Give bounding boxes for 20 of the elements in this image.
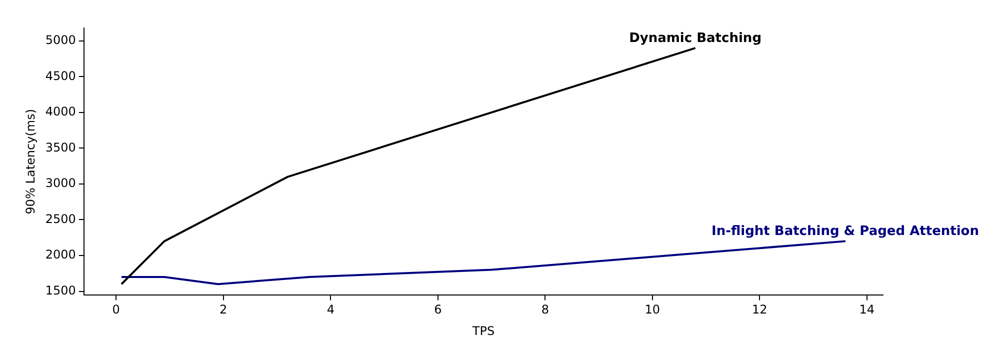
x-tick-label: 10	[644, 302, 660, 317]
y-tick-label: 5000	[45, 33, 76, 47]
y-tick-label: 4500	[45, 68, 76, 83]
series-label: In-flight Batching & Paged Attention	[712, 224, 979, 240]
x-tick-label: 6	[434, 302, 442, 317]
x-axis-title: TPS	[471, 324, 495, 338]
y-tick-label: 1500	[45, 283, 76, 298]
y-tick-label: 3000	[45, 176, 76, 190]
y-tick-label: 2500	[45, 212, 76, 226]
x-tick-label: 0	[112, 302, 120, 317]
x-tick-label: 12	[752, 302, 768, 317]
y-tick-label: 2000	[45, 248, 76, 262]
series-label: Dynamic Batching	[629, 30, 762, 46]
y-tick-label: 4000	[45, 104, 76, 119]
x-tick-label: 8	[541, 302, 549, 317]
y-axis-title: 90% Latency(ms)	[23, 108, 38, 214]
x-tick-label: 2	[220, 302, 228, 317]
y-tick-label: 3500	[45, 140, 76, 154]
x-tick-label: 14	[859, 302, 875, 317]
x-tick-label: 4	[326, 302, 334, 317]
